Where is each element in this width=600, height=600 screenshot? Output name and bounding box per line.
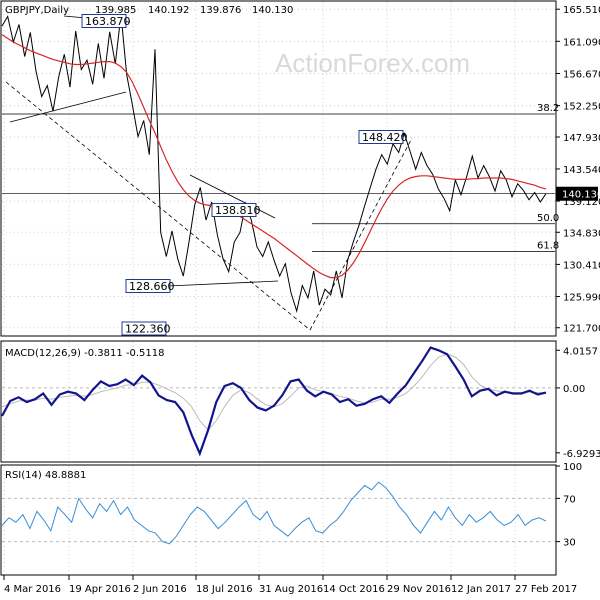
ohlc-high: 140.192 xyxy=(148,5,189,16)
price-series-ma xyxy=(1,34,547,279)
x-tick-label-8: 27 Feb 2017 xyxy=(515,584,577,595)
x-tick-label-0: 4 Mar 2016 xyxy=(4,584,61,595)
price-panel: 38.2 50.0 61.8 163.870 148.420 138.810 128.66… xyxy=(0,0,559,337)
price-tick-label-6: 139.120 xyxy=(563,197,600,208)
rsi-grid xyxy=(2,466,555,574)
rsi-tick-label-0: 100 xyxy=(563,462,582,473)
price-tick-label-1: 161.090 xyxy=(563,37,600,48)
watermark: ActionForex.com xyxy=(275,48,470,78)
x-tick-label-6: 29 Nov 2016 xyxy=(387,584,451,595)
trendline-triangle-upper xyxy=(189,174,276,219)
macd-y-axis: 4.0157 0.00 -6.9293 xyxy=(556,346,600,460)
price-tick-label-7: 134.830 xyxy=(563,228,600,239)
trendline-wedge-low xyxy=(9,91,127,123)
price-tick-label-9: 125.990 xyxy=(563,293,600,304)
rsi-series-rsi xyxy=(1,481,547,545)
x-tick-label-7: 12 Jan 2017 xyxy=(451,584,511,595)
rsi-tick-label-1: 70 xyxy=(563,494,576,505)
annotation-label-4: 122.360 xyxy=(125,323,171,336)
annotation-box-1 xyxy=(358,130,404,144)
level-label-0: 38.2 xyxy=(537,103,559,114)
trendline-triangle-lower xyxy=(167,280,279,287)
x-tick-label-3: 18 Jul 2016 xyxy=(196,584,253,595)
rsi-series xyxy=(1,481,547,545)
price-tick-label-3: 152.250 xyxy=(563,102,600,113)
macd-series-macd xyxy=(1,346,547,457)
macd-panel: MACD(12,26,9) -0.3811 -0.5118 xyxy=(0,340,557,463)
trendline-dashed-up xyxy=(309,137,413,331)
level-label-2: 61.8 xyxy=(537,240,559,251)
price-tick-label-10: 121.700 xyxy=(563,324,600,335)
annotation-box-4 xyxy=(121,321,167,336)
trendline-dashed-down xyxy=(5,81,311,331)
annotation-box-3 xyxy=(125,279,171,293)
macd-panel-frame xyxy=(0,340,557,463)
macd-tick-label-0: 4.0157 xyxy=(563,346,598,357)
annotation-label-0: 163.870 xyxy=(85,15,131,28)
level-label-1: 50.0 xyxy=(537,213,559,224)
ohlc-open: 139.985 xyxy=(95,5,136,16)
annotation-label-2: 138.810 xyxy=(215,204,261,217)
rsi-title: RSI(14) 48.8881 xyxy=(5,470,86,481)
price-annotations: 163.870 148.420 138.810 128.660 122.360 xyxy=(81,14,408,336)
macd-series xyxy=(1,346,547,457)
price-tick-label-4: 147.930 xyxy=(563,133,600,144)
price-title: GBPJPY,Daily xyxy=(5,5,69,16)
x-tick-label-4: 31 Aug 2016 xyxy=(259,584,323,595)
x-axis: 4 Mar 2016 19 Apr 2016 2 Jun 2016 18 Jul 20… xyxy=(3,575,577,595)
rsi-y-axis: 100 70 30 xyxy=(556,462,582,549)
macd-title: MACD(12,26,9) -0.3811 -0.5118 xyxy=(5,348,165,359)
annotation-box-2 xyxy=(211,203,257,217)
macd-tick-label-2: -6.9293 xyxy=(563,449,600,460)
price-y-axis: 165.510 161.090 156.670 152.250 147.930 143.5… xyxy=(556,5,600,335)
price-tick-label-8: 130.410 xyxy=(563,260,600,271)
rsi-panel-frame xyxy=(0,464,557,576)
ohlc-close: 140.130 xyxy=(252,5,293,16)
annotation-label-1: 148.420 xyxy=(362,131,408,144)
macd-tick-label-1: 0.00 xyxy=(563,384,585,395)
x-tick-label-2: 2 Jun 2016 xyxy=(133,584,187,595)
rsi-panel: RSI(14) 48.8881 xyxy=(0,464,557,576)
price-tick-label-2: 156.670 xyxy=(563,69,600,80)
annotation-box-0 xyxy=(81,14,127,28)
x-tick-label-5: 14 Oct 2016 xyxy=(323,584,385,595)
current-price-label: 140.130 xyxy=(562,190,600,201)
current-price-tag xyxy=(556,186,598,201)
rsi-tick-label-2: 30 xyxy=(563,538,576,549)
ohlc-low: 139.876 xyxy=(200,5,241,16)
price-tick-label-5: 143.540 xyxy=(563,165,600,176)
price-tick-label-0: 165.510 xyxy=(563,5,600,16)
price-series xyxy=(1,14,547,313)
price-trendlines: 38.2 50.0 61.8 xyxy=(2,15,559,331)
price-grid xyxy=(2,2,555,335)
price-series-price xyxy=(1,14,547,313)
x-tick-label-1: 19 Apr 2016 xyxy=(69,584,131,595)
annotation-label-3: 128.660 xyxy=(129,280,175,293)
